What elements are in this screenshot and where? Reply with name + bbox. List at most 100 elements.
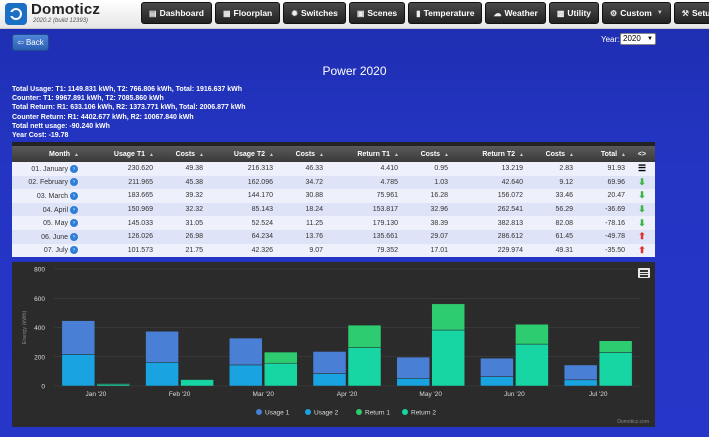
summary-line: Total Usage: T1: 1149.831 kWh, T2: 766.8…	[12, 86, 243, 93]
table-row[interactable]: 04. April › 150.969 32.32 85.143 18.24 153.817…	[12, 202, 655, 217]
table-cell: 82.08	[527, 216, 577, 230]
table-cell: 21.75	[157, 243, 207, 258]
report-table-wrapper: Month ▲ Usage T1 ▲ Costs ▲ Usage T2 ▲ Costs ▲ Retu…	[12, 142, 655, 258]
column-header[interactable]: Month ▲	[12, 142, 82, 162]
legend-label: Usage 2	[314, 410, 339, 417]
nav-setup-button[interactable]: ⚒Setup▼	[673, 2, 709, 24]
nav-floorplan-button[interactable]: ▦ Floorplan	[214, 2, 281, 24]
table-cell: 11.25	[277, 216, 327, 230]
column-header-label: Month	[49, 150, 71, 158]
column-header[interactable]: Return T2 ▲	[452, 142, 527, 162]
main-menu: ▤ Dashboard ▦ Floorplan ✹ Switches ▣ Scenes ▮ Tem…	[141, 2, 709, 24]
column-header[interactable]: Costs ▲	[277, 142, 327, 162]
table-cell: 64.234	[207, 229, 277, 244]
table-row[interactable]: 02. February › 211.965 45.38 162.096 34.72 4.7…	[12, 175, 655, 190]
column-header-label: <>	[637, 150, 647, 158]
table-row[interactable]: 01. January › 230.620 49.38 216.313 46.33 4.41…	[12, 162, 655, 176]
x-tick-label: Jan '20	[85, 391, 106, 398]
column-header[interactable]: Return T1 ▲	[327, 142, 402, 162]
bar-return-2	[96, 383, 131, 387]
sort-icon: ▲	[74, 151, 79, 158]
table-cell: 85.143	[207, 202, 277, 217]
x-tick-label: May '20	[419, 391, 442, 398]
month-label: 07. July	[43, 247, 68, 255]
sort-icon: ▲	[621, 151, 626, 158]
month-label: 03. March	[36, 192, 68, 200]
table-row[interactable]: 06. June › 126.026 26.98 64.234 13.76 135.661 2…	[12, 229, 655, 244]
day-detail-icon[interactable]: ›	[70, 205, 78, 214]
month-cell: 01. January ›	[12, 162, 82, 176]
back-label: Back	[25, 38, 44, 47]
nav-dashboard-button[interactable]: ▤ Dashboard	[141, 2, 212, 24]
legend-label: Usage 1	[265, 410, 290, 417]
bar-return-2	[264, 362, 298, 387]
table-cell: 229.974	[452, 243, 527, 258]
day-detail-icon[interactable]: ›	[70, 178, 78, 187]
day-detail-icon[interactable]: ›	[70, 191, 78, 200]
column-header[interactable]: Costs ▲	[402, 142, 452, 162]
column-header-label: Costs	[420, 150, 441, 158]
year-select[interactable]: 2020 ▼	[620, 33, 656, 45]
day-detail-icon[interactable]: ›	[70, 232, 78, 241]
month-cell: 03. March ›	[12, 189, 82, 203]
back-button[interactable]: ⇦ Back	[12, 34, 49, 51]
table-body: 01. January › 230.620 49.38 216.313 46.33 4.41…	[12, 162, 655, 258]
sort-icon: ▲	[519, 151, 524, 158]
domoticz-logo-icon[interactable]	[5, 3, 27, 25]
table-row[interactable]: 05. May › 145.033 31.05 52.524 11.25 179.130 38…	[12, 216, 655, 230]
floorplan-icon: ▦	[222, 8, 231, 18]
trend-up-icon: ⬆	[638, 244, 646, 255]
sort-icon: ▲	[149, 151, 154, 158]
chart-menu-icon[interactable]	[638, 268, 650, 278]
table-cell: -35.50	[577, 243, 629, 258]
bar-usage-1	[229, 337, 263, 366]
nav-switches-button[interactable]: ✹ Switches	[283, 2, 346, 24]
column-header-label: Return T2	[482, 150, 516, 158]
month-label: 01. January	[31, 165, 68, 173]
table-row[interactable]: 07. July › 101.573 21.75 42.326 9.07 79.352 17.…	[12, 243, 655, 258]
legend-label: Return 2	[411, 410, 436, 417]
nav-weather-button[interactable]: ☁ Weather	[485, 2, 546, 24]
table-cell: -49.78	[577, 229, 629, 244]
nav-custom-button[interactable]: ⚙ Custom ▼	[602, 2, 671, 24]
table-cell: 33.46	[527, 189, 577, 203]
bar-usage-2	[480, 376, 514, 387]
summary-line: Total nett usage: -90.240 kWh	[12, 122, 110, 130]
table-cell: 162.096	[207, 175, 277, 190]
table-cell: 17.01	[402, 243, 452, 258]
table-cell: -78.16	[577, 216, 629, 230]
table-row[interactable]: 03. March › 183.665 39.32 144.170 30.88 75.961…	[12, 189, 655, 203]
nav-utility-button[interactable]: ▩ Utility	[548, 2, 600, 24]
column-header[interactable]: Costs ▲	[157, 142, 207, 162]
bar-usage-2	[396, 378, 430, 387]
nav-scenes-button[interactable]: ▣ Scenes	[348, 2, 406, 24]
nav-temperature-button[interactable]: ▮ Temperature	[408, 2, 483, 24]
day-detail-icon[interactable]: ›	[70, 219, 78, 228]
table-cell: 183.665	[82, 189, 157, 203]
trend-cell: ☰	[629, 162, 655, 176]
temperature-icon: ▮	[416, 8, 421, 18]
column-header[interactable]: Total ▲	[577, 142, 629, 162]
table-cell: 42.640	[452, 175, 527, 190]
app-build: 2020.2 (build 12393)	[33, 18, 89, 24]
column-header[interactable]: Usage T2 ▲	[207, 142, 277, 162]
app-name[interactable]: Domoticz	[31, 1, 101, 18]
scenes-icon: ▣	[356, 8, 365, 18]
bar-return-1	[180, 378, 214, 381]
trend-cell: ⬇	[629, 216, 655, 230]
nav-label: Temperature	[423, 8, 475, 18]
table-cell: 39.32	[157, 189, 207, 203]
day-detail-icon[interactable]: ›	[70, 164, 78, 173]
day-detail-icon[interactable]: ›	[70, 246, 78, 255]
column-header[interactable]: Usage T1 ▲	[82, 142, 157, 162]
column-header[interactable]: <>	[629, 142, 655, 162]
trend-down-icon: ⬇	[638, 190, 646, 201]
switches-icon: ✹	[291, 8, 298, 18]
table-cell: 4.785	[327, 175, 402, 190]
summary-line: Counter Return: R1: 4402.677 kWh, R2: 10…	[12, 113, 194, 121]
chevron-down-icon: ▼	[656, 10, 663, 16]
nav-label: Switches	[300, 8, 338, 18]
column-header[interactable]: Costs ▲	[527, 142, 577, 162]
bar-return-1	[515, 323, 549, 345]
table-cell: 144.170	[207, 189, 277, 203]
